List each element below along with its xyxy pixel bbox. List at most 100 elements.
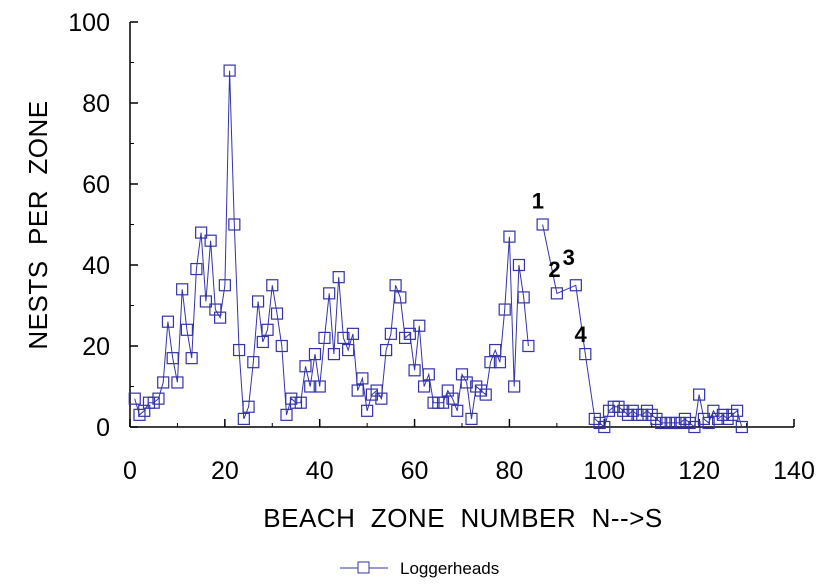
y-tick-label: 20 — [82, 333, 110, 361]
data-point — [223, 64, 236, 77]
data-point — [176, 283, 189, 296]
legend-label: Loggerheads — [400, 559, 499, 578]
data-point — [626, 404, 639, 417]
data-point — [266, 279, 279, 292]
data-point — [678, 412, 692, 425]
data-point — [389, 279, 402, 292]
data-point — [342, 343, 355, 357]
data-point — [256, 335, 269, 349]
data-point — [313, 380, 326, 393]
data-point — [261, 323, 274, 336]
data-point — [365, 388, 378, 401]
data-point — [398, 331, 412, 344]
x-tick-label: 60 — [401, 457, 429, 485]
data-point — [508, 380, 521, 393]
data-point — [413, 319, 426, 332]
data-point — [503, 230, 516, 243]
data-point — [569, 279, 582, 292]
data-point — [403, 327, 416, 340]
data-point — [712, 412, 725, 425]
data-point — [285, 392, 298, 405]
data-point — [721, 412, 734, 425]
x-tick-label: 40 — [306, 457, 334, 485]
annotation-label: 4 — [574, 322, 587, 347]
data-point — [171, 376, 184, 389]
data-point — [157, 376, 170, 389]
data-point — [147, 396, 160, 409]
x-tick-label: 140 — [773, 457, 815, 485]
data-point — [270, 307, 284, 320]
legend-marker — [357, 561, 370, 574]
data-point — [498, 303, 511, 316]
data-point — [697, 412, 710, 425]
data-point — [280, 408, 293, 421]
x-tick-label: 100 — [583, 457, 625, 485]
x-axis-ticks: 0 20 40 60 80 100 120 140 — [123, 419, 815, 485]
annotation-label: 3 — [563, 245, 575, 270]
data-point — [180, 323, 194, 336]
data-point — [593, 416, 606, 430]
data-point — [152, 392, 165, 405]
data-point — [702, 416, 715, 430]
data-point — [199, 295, 212, 308]
series-line — [542, 224, 743, 428]
data-point — [451, 404, 464, 417]
data-point — [323, 287, 336, 300]
annotation-label: 1 — [532, 188, 544, 213]
annotation-label: 2 — [548, 257, 560, 282]
data-point — [602, 404, 616, 417]
data-point — [251, 295, 265, 308]
data-point — [128, 392, 141, 405]
data-point — [517, 291, 530, 304]
data-point — [493, 356, 507, 369]
data-point — [327, 348, 341, 361]
data-point — [484, 356, 497, 369]
data-point — [380, 343, 393, 357]
y-tick-label: 60 — [82, 171, 110, 199]
data-point — [441, 384, 454, 397]
data-point — [351, 384, 364, 397]
data-point — [460, 376, 473, 389]
x-tick-label: 0 — [123, 457, 137, 485]
data-point — [247, 356, 260, 369]
data-point — [512, 258, 526, 272]
x-tick-label: 120 — [678, 457, 720, 485]
data-point — [138, 404, 151, 417]
series-layer — [128, 64, 748, 434]
data-point — [161, 315, 175, 328]
data-point — [422, 368, 435, 381]
data-point — [470, 380, 483, 393]
data-point — [550, 287, 563, 300]
data-point — [190, 262, 203, 276]
data-point — [232, 343, 246, 357]
data-point — [693, 388, 706, 401]
data-point — [195, 226, 208, 239]
data-point — [346, 327, 360, 340]
data-point — [735, 420, 748, 434]
data-point — [474, 384, 488, 397]
y-tick-label: 40 — [82, 252, 110, 280]
data-point — [612, 400, 625, 413]
y-axis-ticks: 0 20 40 60 80 100 — [68, 9, 138, 442]
data-point — [384, 327, 397, 340]
data-point — [209, 303, 222, 316]
data-point — [237, 412, 250, 425]
data-point — [332, 271, 345, 284]
y-axis-title: NESTS PER ZONE — [23, 100, 53, 349]
data-point — [308, 348, 322, 361]
data-point — [479, 388, 492, 401]
data-point — [299, 360, 312, 373]
data-point — [242, 400, 255, 413]
data-point — [394, 291, 407, 304]
data-point — [617, 404, 630, 417]
data-point — [688, 420, 701, 434]
annotation-layer: 1 2 3 4 — [532, 188, 588, 347]
data-point — [465, 412, 478, 425]
y-tick-label: 80 — [82, 90, 110, 118]
data-point — [361, 404, 374, 417]
data-point — [408, 364, 421, 377]
data-point — [598, 420, 611, 434]
data-point — [650, 412, 663, 425]
data-point — [730, 404, 744, 417]
